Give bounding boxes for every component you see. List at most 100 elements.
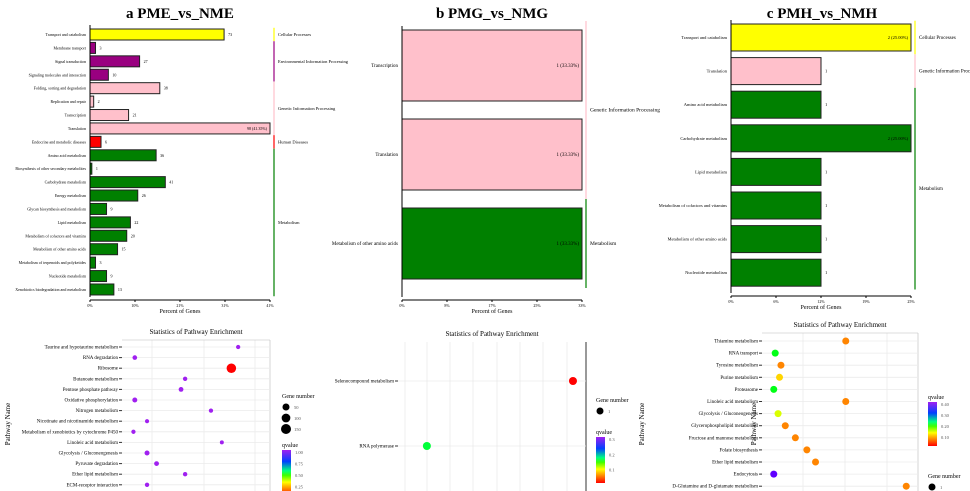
pathway-label: RNA polymerase [359, 445, 394, 450]
size-legend-label: 1 [940, 485, 942, 490]
bar [401, 29, 583, 102]
bar-value: 1 (33.33%) [557, 153, 580, 158]
size-legend-label: 1 [608, 409, 610, 414]
size-legend-label: 150 [294, 427, 302, 432]
data-point [770, 470, 778, 478]
data-point [236, 344, 241, 350]
pathway-label: Linoleic acid metabolism [67, 441, 118, 446]
pathway-label: Butanoate metabolism [73, 377, 118, 382]
pathway-label: Linoleic acid metabolism [707, 400, 758, 405]
x-tick-label: 12% [817, 299, 825, 304]
data-point [568, 377, 577, 385]
chart-title: b PMG_vs_NMG [436, 6, 548, 22]
x-tick-label: 17% [488, 303, 496, 308]
category-label: Human Diseases [278, 139, 308, 144]
size-legend-title: Gene number [928, 474, 961, 480]
data-point [208, 408, 214, 413]
data-point [144, 450, 150, 456]
data-point [902, 482, 910, 490]
bar [730, 191, 822, 220]
scatter-panel-2: Statistics of Pathway Enrichment Selenoco… [335, 330, 646, 491]
pathway-label: Tyrosine metabolism [716, 364, 758, 369]
y-axis-label: Pathway Name [638, 403, 646, 446]
bar [89, 41, 97, 54]
colorbar-label: 0.20 [941, 424, 950, 429]
colorbar-label: 1.00 [295, 450, 304, 455]
pathway-label: D-Glutamine and D-glutamate metabolism [672, 485, 758, 490]
bar-panel-2: b PMG_vs_NMG Transcription 1 (33.33%) Trans… [332, 6, 660, 315]
pathway-label: Endocytosis [734, 473, 758, 478]
bar [89, 135, 102, 148]
bar [730, 57, 822, 86]
bar [89, 149, 157, 162]
bar-value: 36 [160, 153, 164, 158]
data-point [422, 442, 431, 450]
bar-label: Transcription [371, 64, 398, 69]
data-point [154, 461, 159, 467]
pathway-label: Ether lipid metabolism [712, 461, 758, 466]
category-label: Environmental Information Processing [278, 59, 349, 64]
category-label: Cellular Processes [278, 32, 311, 37]
x-axis-label: Percent of Genes [801, 304, 843, 311]
bar [89, 216, 131, 229]
bar [89, 55, 141, 68]
chart-title: c PMH_vs_NMH [767, 6, 878, 22]
bar [730, 90, 822, 119]
bar [89, 122, 271, 135]
bar-label: Membrane transport [53, 45, 86, 50]
bar-label: Carbohydrate metabolism [680, 136, 727, 141]
data-point [226, 363, 237, 373]
bar-label: Nucleotide metabolism [49, 274, 87, 279]
pathway-label: Glycolysis / Gluconeogenesis [699, 412, 758, 417]
pathway-label: Purine metabolism [720, 376, 758, 381]
x-axis-label: Percent of Genes [472, 308, 514, 315]
size-legend-title: Gene number [596, 398, 629, 404]
bar [89, 283, 115, 296]
bar [401, 118, 583, 191]
category-label: Metabolism [919, 187, 943, 192]
bar-value: 20 [131, 233, 135, 238]
data-point [770, 385, 778, 393]
pathway-label: Taurine and hypotaurine metabolism [45, 346, 118, 351]
bar-value: 9 [111, 206, 113, 211]
x-tick-label: 25% [533, 303, 541, 308]
size-legend-dot [596, 407, 604, 415]
bar-value: 15 [122, 247, 126, 252]
bar [89, 82, 161, 95]
bar-label: Metabolism of other amino acids [33, 247, 86, 252]
x-tick-label: 0% [399, 303, 405, 308]
x-tick-label: 19% [862, 299, 870, 304]
pathway-label: Nicotinate and nicotinamide metabolism [37, 420, 118, 425]
bar [730, 225, 822, 254]
bar [401, 207, 583, 280]
data-point [182, 472, 188, 477]
size-legend-title: Gene number [282, 394, 315, 400]
pathway-label: RNA degradation [83, 356, 119, 361]
bar-value: 10 [112, 72, 116, 77]
bar-label: Metabolism of terpenoids and polyketides [19, 260, 87, 265]
x-tick-label: 0% [728, 299, 734, 304]
scatter-panel-3: Statistics of Pathway Enrichment Thiamine… [672, 321, 961, 491]
bar-value: 1 [825, 69, 827, 74]
pathway-label: Selenocompound metabolism [335, 380, 394, 385]
pathway-label: Ether lipid metabolism [72, 473, 118, 478]
x-tick-label: 21% [176, 303, 184, 308]
data-point [182, 376, 188, 381]
data-point [776, 373, 784, 381]
category-label: Genetic Information Processing [590, 107, 660, 114]
colorbar-label: 0.10 [941, 435, 950, 440]
bar [89, 68, 109, 81]
colorbar-label: 0.1 [609, 468, 615, 473]
bar-value: 9 [111, 274, 113, 279]
bar-label: Signaling molecules and interaction [29, 72, 86, 77]
bar-value: 6 [105, 139, 107, 144]
bar-label: Carbohydrate metabolism [45, 180, 87, 185]
color-legend-title: qvalue [282, 443, 298, 449]
size-legend-dot [928, 483, 936, 491]
pathway-label: Thiamine metabolism [714, 340, 758, 345]
data-point [178, 386, 184, 392]
data-point [132, 355, 138, 360]
data-point [219, 440, 224, 445]
bar-label: Translation [707, 69, 728, 74]
bar-label: Nucleotide metabolism [685, 270, 727, 275]
